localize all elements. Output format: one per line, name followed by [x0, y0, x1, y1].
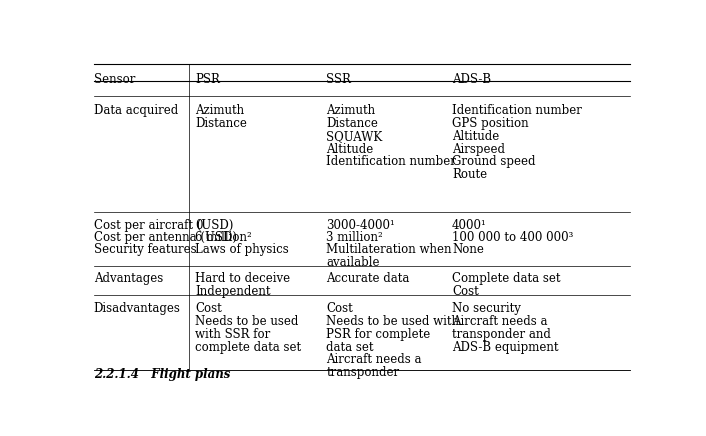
- Text: 0: 0: [195, 218, 203, 232]
- Text: No security: No security: [452, 303, 521, 315]
- Text: 2.2.1.4   Flight plans: 2.2.1.4 Flight plans: [94, 368, 230, 381]
- Text: Identification number: Identification number: [452, 104, 582, 117]
- Text: PSR: PSR: [195, 73, 220, 86]
- Text: Sensor: Sensor: [94, 73, 135, 86]
- Text: ADS-B equipment: ADS-B equipment: [452, 341, 558, 354]
- Text: Aircraft needs a: Aircraft needs a: [452, 315, 548, 328]
- Text: Cost: Cost: [452, 285, 479, 298]
- Text: Airspeed: Airspeed: [452, 143, 505, 156]
- Text: Cost per aircraft (USD): Cost per aircraft (USD): [94, 218, 233, 232]
- Text: Needs to be used: Needs to be used: [195, 315, 299, 328]
- Text: transponder and: transponder and: [452, 328, 551, 341]
- Text: with SSR for: with SSR for: [195, 328, 270, 341]
- Text: Multilateration when: Multilateration when: [326, 243, 452, 256]
- Text: 100 000 to 400 000³: 100 000 to 400 000³: [452, 231, 573, 244]
- Text: transponder: transponder: [326, 366, 400, 379]
- Text: Route: Route: [452, 168, 487, 181]
- Text: 6 million²: 6 million²: [195, 231, 252, 244]
- Text: Accurate data: Accurate data: [326, 272, 409, 285]
- Text: Security features: Security features: [94, 243, 196, 256]
- Text: Altitude: Altitude: [452, 130, 499, 143]
- Text: Identification number: Identification number: [326, 155, 456, 168]
- Text: ADS-B: ADS-B: [452, 73, 491, 86]
- Text: data set: data set: [326, 341, 373, 354]
- Text: Azimuth: Azimuth: [195, 104, 244, 117]
- Text: Advantages: Advantages: [94, 272, 163, 285]
- Text: 3000-4000¹: 3000-4000¹: [326, 218, 395, 232]
- Text: Azimuth: Azimuth: [326, 104, 376, 117]
- Text: Needs to be used with: Needs to be used with: [326, 315, 460, 328]
- Text: 4000¹: 4000¹: [452, 218, 487, 232]
- Text: Independent: Independent: [195, 285, 270, 298]
- Text: Complete data set: Complete data set: [452, 272, 561, 285]
- Text: Disadvantages: Disadvantages: [94, 303, 181, 315]
- Text: Distance: Distance: [195, 117, 247, 130]
- Text: Aircraft needs a: Aircraft needs a: [326, 354, 421, 367]
- Text: SSR: SSR: [326, 73, 351, 86]
- Text: Cost per antenna (USD): Cost per antenna (USD): [94, 231, 237, 244]
- Text: Distance: Distance: [326, 117, 378, 130]
- Text: Hard to deceive: Hard to deceive: [195, 272, 290, 285]
- Text: GPS position: GPS position: [452, 117, 529, 130]
- Text: available: available: [326, 256, 380, 269]
- Text: None: None: [452, 243, 484, 256]
- Text: Altitude: Altitude: [326, 143, 373, 156]
- Text: Ground speed: Ground speed: [452, 155, 536, 168]
- Text: Laws of physics: Laws of physics: [195, 243, 289, 256]
- Text: SQUAWK: SQUAWK: [326, 130, 383, 143]
- Text: 3 million²: 3 million²: [326, 231, 383, 244]
- Text: PSR for complete: PSR for complete: [326, 328, 431, 341]
- Text: Cost: Cost: [326, 303, 353, 315]
- Text: Data acquired: Data acquired: [94, 104, 178, 117]
- Text: Cost: Cost: [195, 303, 222, 315]
- Text: complete data set: complete data set: [195, 341, 301, 354]
